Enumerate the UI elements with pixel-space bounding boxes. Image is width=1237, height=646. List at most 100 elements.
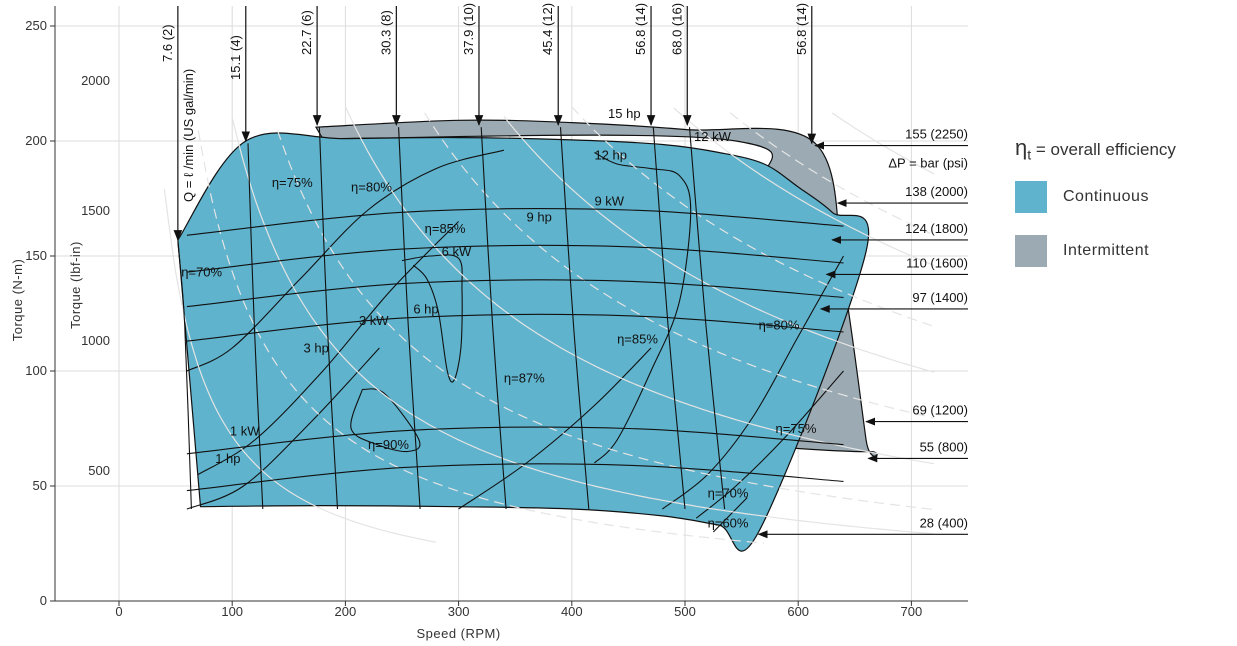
legend-efficiency: ηt = overall efficiency — [1015, 135, 1235, 163]
y-tick-label-nm: 50 — [33, 478, 47, 493]
y-tick-label-nm: 100 — [25, 363, 47, 378]
power-label: 6 kW — [442, 244, 472, 259]
flow-label: 15.1 (4) — [228, 35, 243, 80]
power-curve — [424, 112, 935, 419]
power-label: 3 hp — [304, 341, 329, 356]
legend-eta: η — [1015, 135, 1028, 160]
power-curve — [197, 130, 765, 544]
power-curve — [503, 116, 935, 373]
legend-intermittent: Intermittent — [1015, 235, 1235, 268]
axes: 0 100 200 300 400 500 600 700 0 50 100 150 200 250 500… — [10, 6, 968, 641]
flow-line — [247, 143, 264, 510]
y-tick-label-lbfin: 1500 — [81, 203, 110, 218]
flow-label: 56.8 (14) — [633, 3, 648, 55]
y-tick-label-nm: 250 — [25, 18, 47, 33]
efficiency-label: η=75% — [776, 421, 817, 436]
flow-label: 68.0 (16) — [669, 3, 684, 55]
efficiency-label: η=80% — [759, 318, 800, 333]
y-tick-label-nm: 0 — [40, 593, 47, 608]
pressure-label: 28 (400) — [920, 515, 968, 530]
flow-label: 45.4 (12) — [540, 3, 555, 55]
legend-intermittent-label: Intermittent — [1063, 242, 1150, 260]
legend-intermittent-swatch — [1015, 235, 1047, 268]
flow-label: 22.7 (6) — [299, 10, 314, 55]
pressure-line — [186, 244, 844, 273]
x-axis-title: Speed (RPM) — [416, 626, 500, 641]
legend: ηt = overall efficiency Continuous Inter… — [1015, 135, 1235, 289]
efficiency-curve — [186, 347, 380, 510]
power-label: 15 hp — [608, 106, 641, 121]
efficiency-curve — [695, 370, 844, 519]
pressure-axis-label: ΔP = bar (psi) — [888, 156, 968, 171]
legend-continuous-swatch — [1015, 181, 1047, 214]
power-label: 9 kW — [594, 193, 624, 208]
y-tick-label-lbfin: 2000 — [81, 73, 110, 88]
flow-line — [177, 242, 192, 510]
efficiency-label: η=75% — [272, 175, 313, 190]
pressure-label: 138 (2000) — [905, 184, 968, 199]
pressure-line — [186, 208, 844, 236]
pressure-label: 69 (1200) — [912, 403, 968, 418]
efficiency-label: η=85% — [425, 221, 466, 236]
power-label: 12 kW — [694, 129, 732, 144]
pressure-lines — [186, 141, 968, 539]
power-curve — [231, 117, 935, 535]
efficiency-label: η=85% — [617, 331, 658, 346]
pressure-label: 110 (1600) — [906, 255, 968, 270]
efficiency-curves — [186, 149, 844, 533]
efficiency-curve — [186, 149, 505, 372]
y-axis-title-nm: Torque (N-m) — [10, 259, 25, 342]
power-label: 3 kW — [359, 313, 389, 328]
pressure-label: 97 (1400) — [912, 290, 968, 305]
efficiency-curve — [594, 152, 692, 464]
legend-continuous: Continuous — [1015, 181, 1235, 214]
x-tick-label: 600 — [787, 604, 809, 619]
y-tick-label-lbfin: 500 — [88, 463, 110, 478]
pressure-label: 124 (1800) — [905, 221, 968, 236]
efficiency-curve — [662, 255, 844, 510]
flow-lines — [173, 6, 817, 510]
power-curves — [163, 106, 935, 544]
pressure-label: 55 (800) — [920, 439, 968, 454]
pressure-line — [186, 463, 844, 492]
efficiency-curve — [712, 497, 748, 533]
x-tick-label: 400 — [561, 604, 583, 619]
efficiency-curve — [458, 347, 652, 510]
power-curve — [344, 106, 935, 465]
x-tick-label: 0 — [115, 604, 122, 619]
efficiency-label: η=87% — [504, 371, 545, 386]
operating-regions — [177, 119, 878, 552]
power-label: 1 hp — [215, 451, 240, 466]
pressure-line — [186, 279, 844, 308]
power-label: 12 hp — [594, 147, 627, 162]
pressure-line — [186, 426, 844, 455]
flow-label: 56.8 (14) — [794, 3, 809, 55]
efficiency-curve — [401, 254, 463, 383]
y-tick-label-nm: 200 — [25, 133, 47, 148]
flow-line — [652, 127, 686, 510]
legend-eta-sub: t — [1027, 147, 1032, 164]
legend-continuous-label: Continuous — [1063, 188, 1149, 206]
pressure-line — [186, 313, 844, 342]
efficiency-curve — [350, 388, 421, 453]
x-tick-label: 500 — [674, 604, 696, 619]
x-tick-label: 700 — [901, 604, 923, 619]
x-tick-label: 300 — [448, 604, 470, 619]
flow-line — [398, 127, 421, 510]
y-tick-label-nm: 150 — [25, 248, 47, 263]
power-label: 9 hp — [527, 210, 552, 225]
efficiency-label: η=60% — [708, 515, 749, 530]
power-curve — [163, 189, 437, 543]
efficiency-label: η=70% — [181, 265, 222, 280]
power-curve — [673, 107, 935, 267]
chart-labels: η=70% η=75% η=80% η=85% η=87% η=90% η=85% η=80%… — [160, 3, 968, 530]
y-tick-label-lbfin: 1000 — [81, 333, 110, 348]
flow-axis-label: Q = ℓ /min (US gal/min) — [181, 69, 196, 202]
x-tick-label: 200 — [335, 604, 357, 619]
flow-line — [688, 127, 726, 510]
x-tick-label: 100 — [221, 604, 243, 619]
flow-label: 7.6 (2) — [160, 24, 175, 62]
power-curve — [729, 112, 935, 236]
flow-label: 37.9 (10) — [461, 3, 476, 55]
